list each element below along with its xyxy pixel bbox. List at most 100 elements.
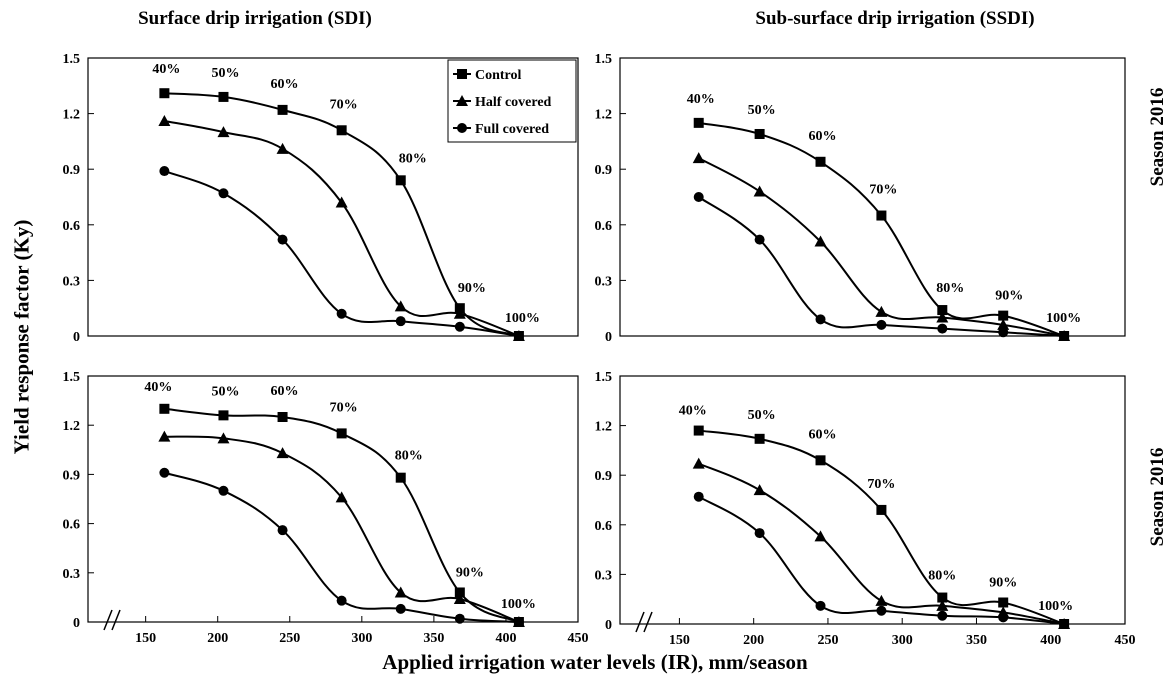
data-point xyxy=(277,525,288,536)
y-tick-label: 1.5 xyxy=(595,52,613,67)
point-label: 100% xyxy=(501,597,536,612)
point-label: 40% xyxy=(687,92,715,107)
x-tick-label: 350 xyxy=(423,631,444,646)
chart-sdi-top: 1.5 1.2 0.9 0.6 0.3 0 40% 50% 60% 70% 80% 90% 100% Co… xyxy=(63,52,579,345)
data-point xyxy=(814,530,827,542)
x-tick-label: 300 xyxy=(892,633,913,648)
data-point xyxy=(937,305,948,316)
data-point xyxy=(454,613,465,624)
series-line xyxy=(698,121,1065,337)
data-point xyxy=(513,331,524,341)
data-point xyxy=(454,587,465,598)
data-point xyxy=(815,600,826,611)
point-label: 80% xyxy=(395,449,423,464)
x-tick-label: 400 xyxy=(1040,633,1061,648)
data-point xyxy=(453,593,466,605)
x-tick-label: 300 xyxy=(351,631,372,646)
x-tick-label: 400 xyxy=(495,631,516,646)
point-label: 80% xyxy=(928,569,956,584)
data-point xyxy=(875,305,888,317)
legend-label: Control xyxy=(475,68,522,83)
point-label: 70% xyxy=(869,183,897,198)
chart-ssdi-top: 1.5 1.2 0.9 0.6 0.3 0 40% 50% 60% 70% 80% 90% 100% xyxy=(595,52,1126,345)
data-point xyxy=(937,592,948,603)
x-tick-label: 250 xyxy=(817,633,838,648)
data-point xyxy=(276,447,289,459)
data-point xyxy=(753,484,766,496)
x-tick-label: 350 xyxy=(966,633,987,648)
data-point xyxy=(876,319,887,330)
point-label: 40% xyxy=(679,404,707,419)
data-point xyxy=(692,457,705,469)
data-point xyxy=(395,175,406,186)
sdi-column-title: Surface drip irrigation (SDI) xyxy=(138,8,372,29)
data-point xyxy=(754,128,765,139)
point-label: 70% xyxy=(330,400,358,415)
data-point xyxy=(395,603,406,614)
data-point xyxy=(998,612,1009,623)
y-tick-label: 1.5 xyxy=(63,370,81,385)
data-point xyxy=(394,586,407,598)
y-tick-label: 1.2 xyxy=(595,420,613,435)
data-point xyxy=(997,318,1010,330)
y-tick-label: 0.6 xyxy=(595,519,613,534)
y-tick-label: 0.9 xyxy=(595,163,613,178)
y-tick-label: 1.5 xyxy=(63,52,81,67)
point-label: 60% xyxy=(809,129,837,144)
data-point xyxy=(754,234,765,245)
data-point xyxy=(754,528,765,539)
point-label: 60% xyxy=(271,77,299,92)
data-point xyxy=(815,314,826,325)
data-point xyxy=(936,599,949,611)
data-point xyxy=(336,428,347,439)
point-label: 50% xyxy=(211,66,239,81)
data-point xyxy=(158,430,171,442)
point-label: 40% xyxy=(152,62,180,77)
season-label-top: Season 2016 xyxy=(1147,87,1168,187)
x-tick-label: 150 xyxy=(669,633,690,648)
data-point xyxy=(277,104,288,115)
data-point xyxy=(218,91,229,102)
data-point xyxy=(217,126,230,138)
data-point xyxy=(159,467,170,478)
data-point xyxy=(395,472,406,483)
point-label: 50% xyxy=(211,384,239,399)
series-line xyxy=(164,120,520,337)
plot-frame xyxy=(87,57,579,337)
y-tick-label: 0 xyxy=(605,618,612,633)
point-label: 90% xyxy=(458,281,486,296)
point-label: 60% xyxy=(809,427,837,442)
legend-marker xyxy=(457,123,467,133)
y-tick-label: 1.5 xyxy=(595,370,613,385)
legend-label: Half covered xyxy=(475,95,552,110)
data-point xyxy=(815,455,826,466)
data-point xyxy=(218,188,229,199)
x-tick-label: 450 xyxy=(1115,633,1136,648)
data-point xyxy=(876,504,887,515)
data-point xyxy=(454,321,465,332)
axis-break-mark xyxy=(111,609,121,631)
point-label: 100% xyxy=(1038,599,1073,614)
axis-break-mark xyxy=(103,609,113,631)
data-point xyxy=(753,185,766,197)
series-line xyxy=(164,435,520,623)
axis-break-mark xyxy=(643,611,653,633)
data-point xyxy=(937,323,948,334)
point-label: 50% xyxy=(748,408,776,423)
data-point xyxy=(277,234,288,245)
data-point xyxy=(754,433,765,444)
y-tick-label: 0.3 xyxy=(63,567,81,582)
data-point xyxy=(693,425,704,436)
data-point xyxy=(335,491,348,503)
point-label: 60% xyxy=(271,384,299,399)
y-tick-label: 1.2 xyxy=(595,108,613,123)
x-tick-label: 450 xyxy=(568,631,589,646)
data-point xyxy=(815,156,826,167)
data-point xyxy=(159,166,170,177)
data-point xyxy=(1059,619,1070,629)
season-label-bottom: Season 2016 xyxy=(1147,447,1168,547)
y-tick-label: 0 xyxy=(73,616,80,631)
point-label: 100% xyxy=(505,311,540,326)
point-label: 90% xyxy=(995,289,1023,304)
data-point xyxy=(693,192,704,202)
